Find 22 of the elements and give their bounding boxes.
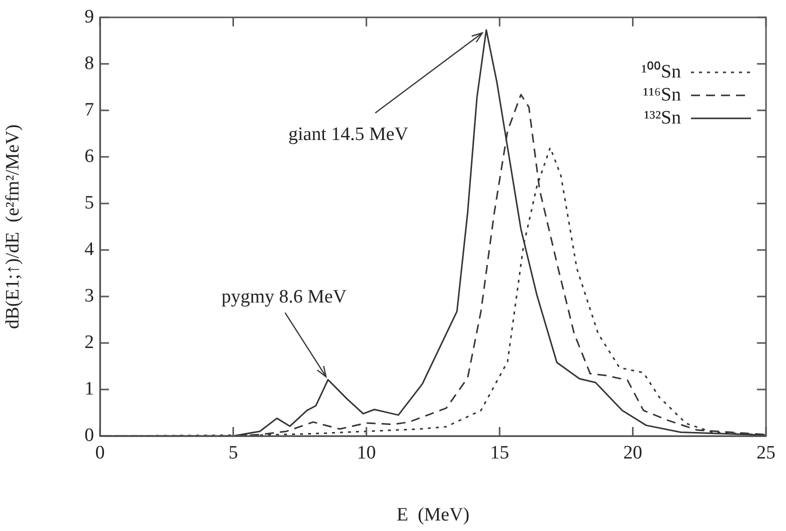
y-tick-label: 3 (84, 285, 94, 306)
y-tick-label: 8 (84, 52, 94, 74)
legend-label: ¹⁰⁰Sn (641, 60, 682, 82)
y-tick-label: 0 (84, 424, 94, 446)
y-tick-label: 1 (84, 378, 94, 400)
y-tick-label: 7 (84, 99, 94, 120)
annotation: giant 14.5 MeV (288, 124, 408, 145)
x-tick-label: 15 (490, 442, 510, 464)
x-tick-label: 20 (623, 442, 642, 464)
legend-label: ¹¹⁶Sn (642, 84, 682, 106)
legend-label: ¹³²Sn (644, 107, 682, 128)
x-tick-label: 10 (356, 442, 376, 464)
y-tick-label: 6 (84, 146, 94, 167)
y-axis-title: dB(E1;↑)/dE (e²fm²/MeV) (2, 124, 24, 329)
x-axis-title: E (MeV) (396, 504, 470, 526)
y-tick-label: 9 (84, 6, 94, 28)
y-tick-label: 5 (84, 192, 94, 214)
y-tick-label: 2 (84, 332, 94, 353)
annotation: pygmy 8.6 MeV (222, 286, 347, 308)
x-tick-label: 5 (228, 442, 238, 464)
y-tick-label: 4 (84, 238, 94, 260)
x-tick-label: 25 (756, 442, 776, 464)
